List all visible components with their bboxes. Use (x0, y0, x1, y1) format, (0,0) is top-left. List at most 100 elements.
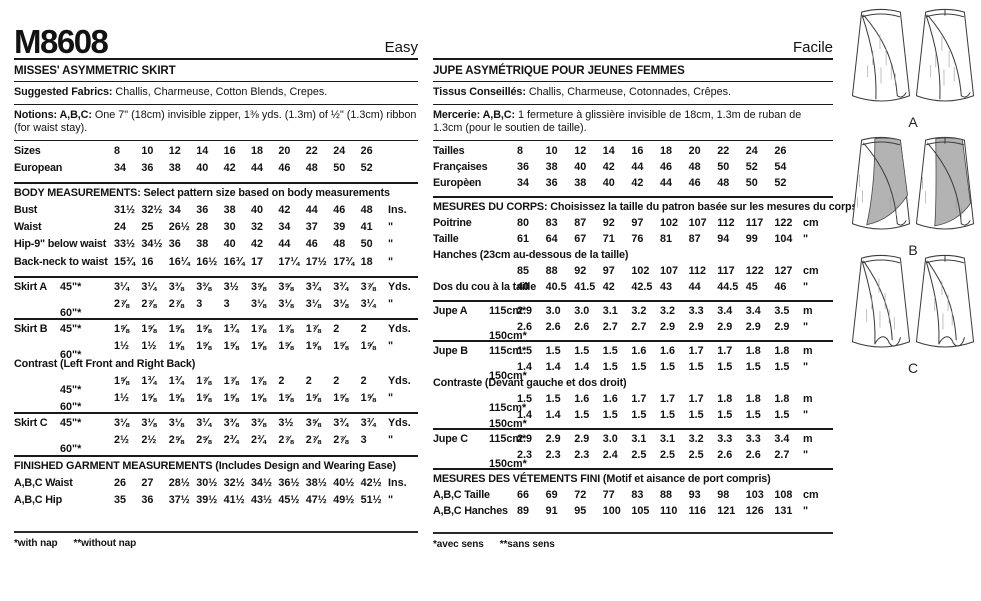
measurement-table-english: Sizes 8 10 12 14 16 18 20 22 24 26 European 34 36 38 40… (14, 145, 418, 512)
cell-value: 1⅞ (223, 374, 239, 387)
divider-rule (14, 454, 418, 457)
cell-value: 1¾ (168, 374, 184, 387)
footnote-sans-sens: **sans sens (499, 538, 555, 550)
cell-value: 2.9 (660, 320, 676, 333)
cell-value: 3⅝ (305, 417, 321, 430)
cell-value: 2.7 (631, 320, 647, 333)
cell-value: 1⅝ (114, 374, 130, 387)
cell-value: 2½ (114, 434, 130, 447)
cell-value: 48 (305, 161, 318, 174)
notions-note-english: Notions: A,B,C: One 7" (18cm) invisible … (14, 105, 418, 141)
footnote-english: *with nap **without nap (14, 533, 418, 549)
cell-value: 1.4 (574, 360, 590, 373)
cell-value: 2.6 (517, 320, 533, 333)
skirt-a-back-drawing (915, 8, 975, 102)
cell-value: 34 (114, 161, 127, 174)
row-sublabel: 45"* (60, 383, 82, 396)
cell-value: 8 (114, 144, 121, 157)
cell-value: 3⅝ (250, 280, 266, 293)
cell-value: 1⅝ (360, 391, 376, 404)
cell-value: 1.5 (745, 408, 761, 421)
cell-value: 1.5 (688, 360, 704, 373)
cell-value: 39½ (196, 493, 218, 506)
cell-value: 81 (660, 232, 673, 245)
unit-label: Yds. (387, 323, 411, 336)
unit-label: m (803, 432, 813, 445)
cell-value: 1.5 (574, 344, 590, 357)
cell-value: 1⅝ (278, 391, 294, 404)
cell-value: 1.5 (602, 408, 618, 421)
row-label: Sizes (14, 144, 41, 157)
cell-value: 110 (660, 504, 678, 517)
cell-value: 10 (545, 144, 558, 157)
cell-value: 2.5 (660, 448, 676, 461)
french-column: Facile JUPE ASYMÉTRIQUE POUR JEUNES FEMM… (433, 0, 858, 550)
row-label: Skirt B (14, 323, 48, 336)
cell-value: 46 (774, 280, 787, 293)
cell-value: 44 (305, 204, 318, 217)
cell-value: 12 (574, 144, 587, 157)
row-label-cell: Taille (433, 233, 517, 245)
cell-value: 2.9 (774, 320, 790, 333)
cell-value: 16½ (196, 255, 218, 268)
difficulty-label-french: Facile (792, 39, 833, 56)
row-label: A,B,C Hanches (433, 504, 508, 517)
cell-value: 1⅝ (168, 323, 184, 336)
cell-value: 42 (602, 160, 615, 173)
cell-value: 3⅝ (278, 280, 294, 293)
cell-value: 80 (517, 216, 530, 229)
cell-value: 2⅞ (333, 434, 349, 447)
unit-label: Yds. (387, 417, 411, 430)
pattern-number: M8608 (14, 23, 109, 60)
cell-value: 87 (574, 216, 587, 229)
row-label-cell: Bust (14, 204, 114, 216)
cell-value: 27 (141, 476, 154, 489)
unit-label: " (387, 340, 394, 353)
cell-value: 131 (774, 504, 793, 517)
cell-value: 39 (333, 221, 346, 234)
row-label: Taille (433, 232, 459, 245)
cell-value: 26 (114, 476, 127, 489)
cell-value: 1⅝ (141, 323, 157, 336)
row-label-cell: Skirt C 45"* (14, 417, 114, 429)
section-header: MESURES DES VÉTEMENTS FINI (Motif et ais… (433, 472, 771, 485)
divider-rule (433, 195, 833, 198)
row-label: Jupe C (433, 432, 468, 445)
table-row: Françaises 36 38 40 42 44 46 48 50 52 54 (433, 161, 833, 177)
cell-value: 2 (360, 323, 367, 336)
masthead-french: Facile (433, 12, 833, 60)
cell-value: 38 (545, 160, 558, 173)
row-sublabel: 150cm* (489, 457, 527, 470)
cell-value: 52 (360, 161, 373, 174)
cell-value: 127 (774, 264, 793, 277)
row-label-cell: Skirt B 45"* (14, 323, 114, 335)
cell-value: 42 (223, 161, 236, 174)
cell-value: 36 (141, 161, 154, 174)
cell-value: 108 (774, 488, 793, 501)
unit-label: " (387, 298, 394, 310)
row-label: Hip-9" below waist (14, 238, 107, 251)
cell-value: 38 (196, 238, 209, 251)
cell-value: 1.5 (545, 392, 561, 405)
cell-value: 83 (631, 488, 644, 501)
cell-value: 112 (688, 264, 707, 277)
table-row: 150cm* 1.4 1.4 1.5 1.5 1.5 1.5 1.5 1.5 1.5 1.5 " (433, 408, 833, 430)
table-row: Jupe B 115cm* 1.5 1.5 1.5 1.5 1.6 1.6 1.7 1.7 1.8 1… (433, 345, 833, 361)
table-row: Back-neck to waist 15¾ 16 16¼ 16½ 16¾ 17 17¼ 17½… (14, 256, 418, 273)
unit-label: " (387, 221, 394, 234)
cell-value: 49½ (333, 493, 355, 506)
cell-value: 3⅛ (333, 298, 349, 310)
cell-value: 3¼ (141, 280, 157, 293)
cell-value: 2.9 (574, 432, 590, 445)
cell-value: 3.4 (717, 304, 733, 317)
cell-value: 3.4 (745, 304, 761, 317)
cell-value: 1⅞ (250, 323, 266, 336)
cell-value: 54 (774, 160, 787, 173)
table-row: Poitrine 80 83 87 92 97 102 107 112 117 122 cm (433, 217, 833, 233)
view-c-label: C (907, 360, 919, 376)
cell-value: 16 (141, 255, 154, 268)
row-label-cell: Jupe B 115cm* (433, 345, 526, 357)
unit-label: m (803, 304, 813, 317)
cell-value: 44 (631, 160, 644, 173)
cell-value: 42 (278, 204, 291, 217)
